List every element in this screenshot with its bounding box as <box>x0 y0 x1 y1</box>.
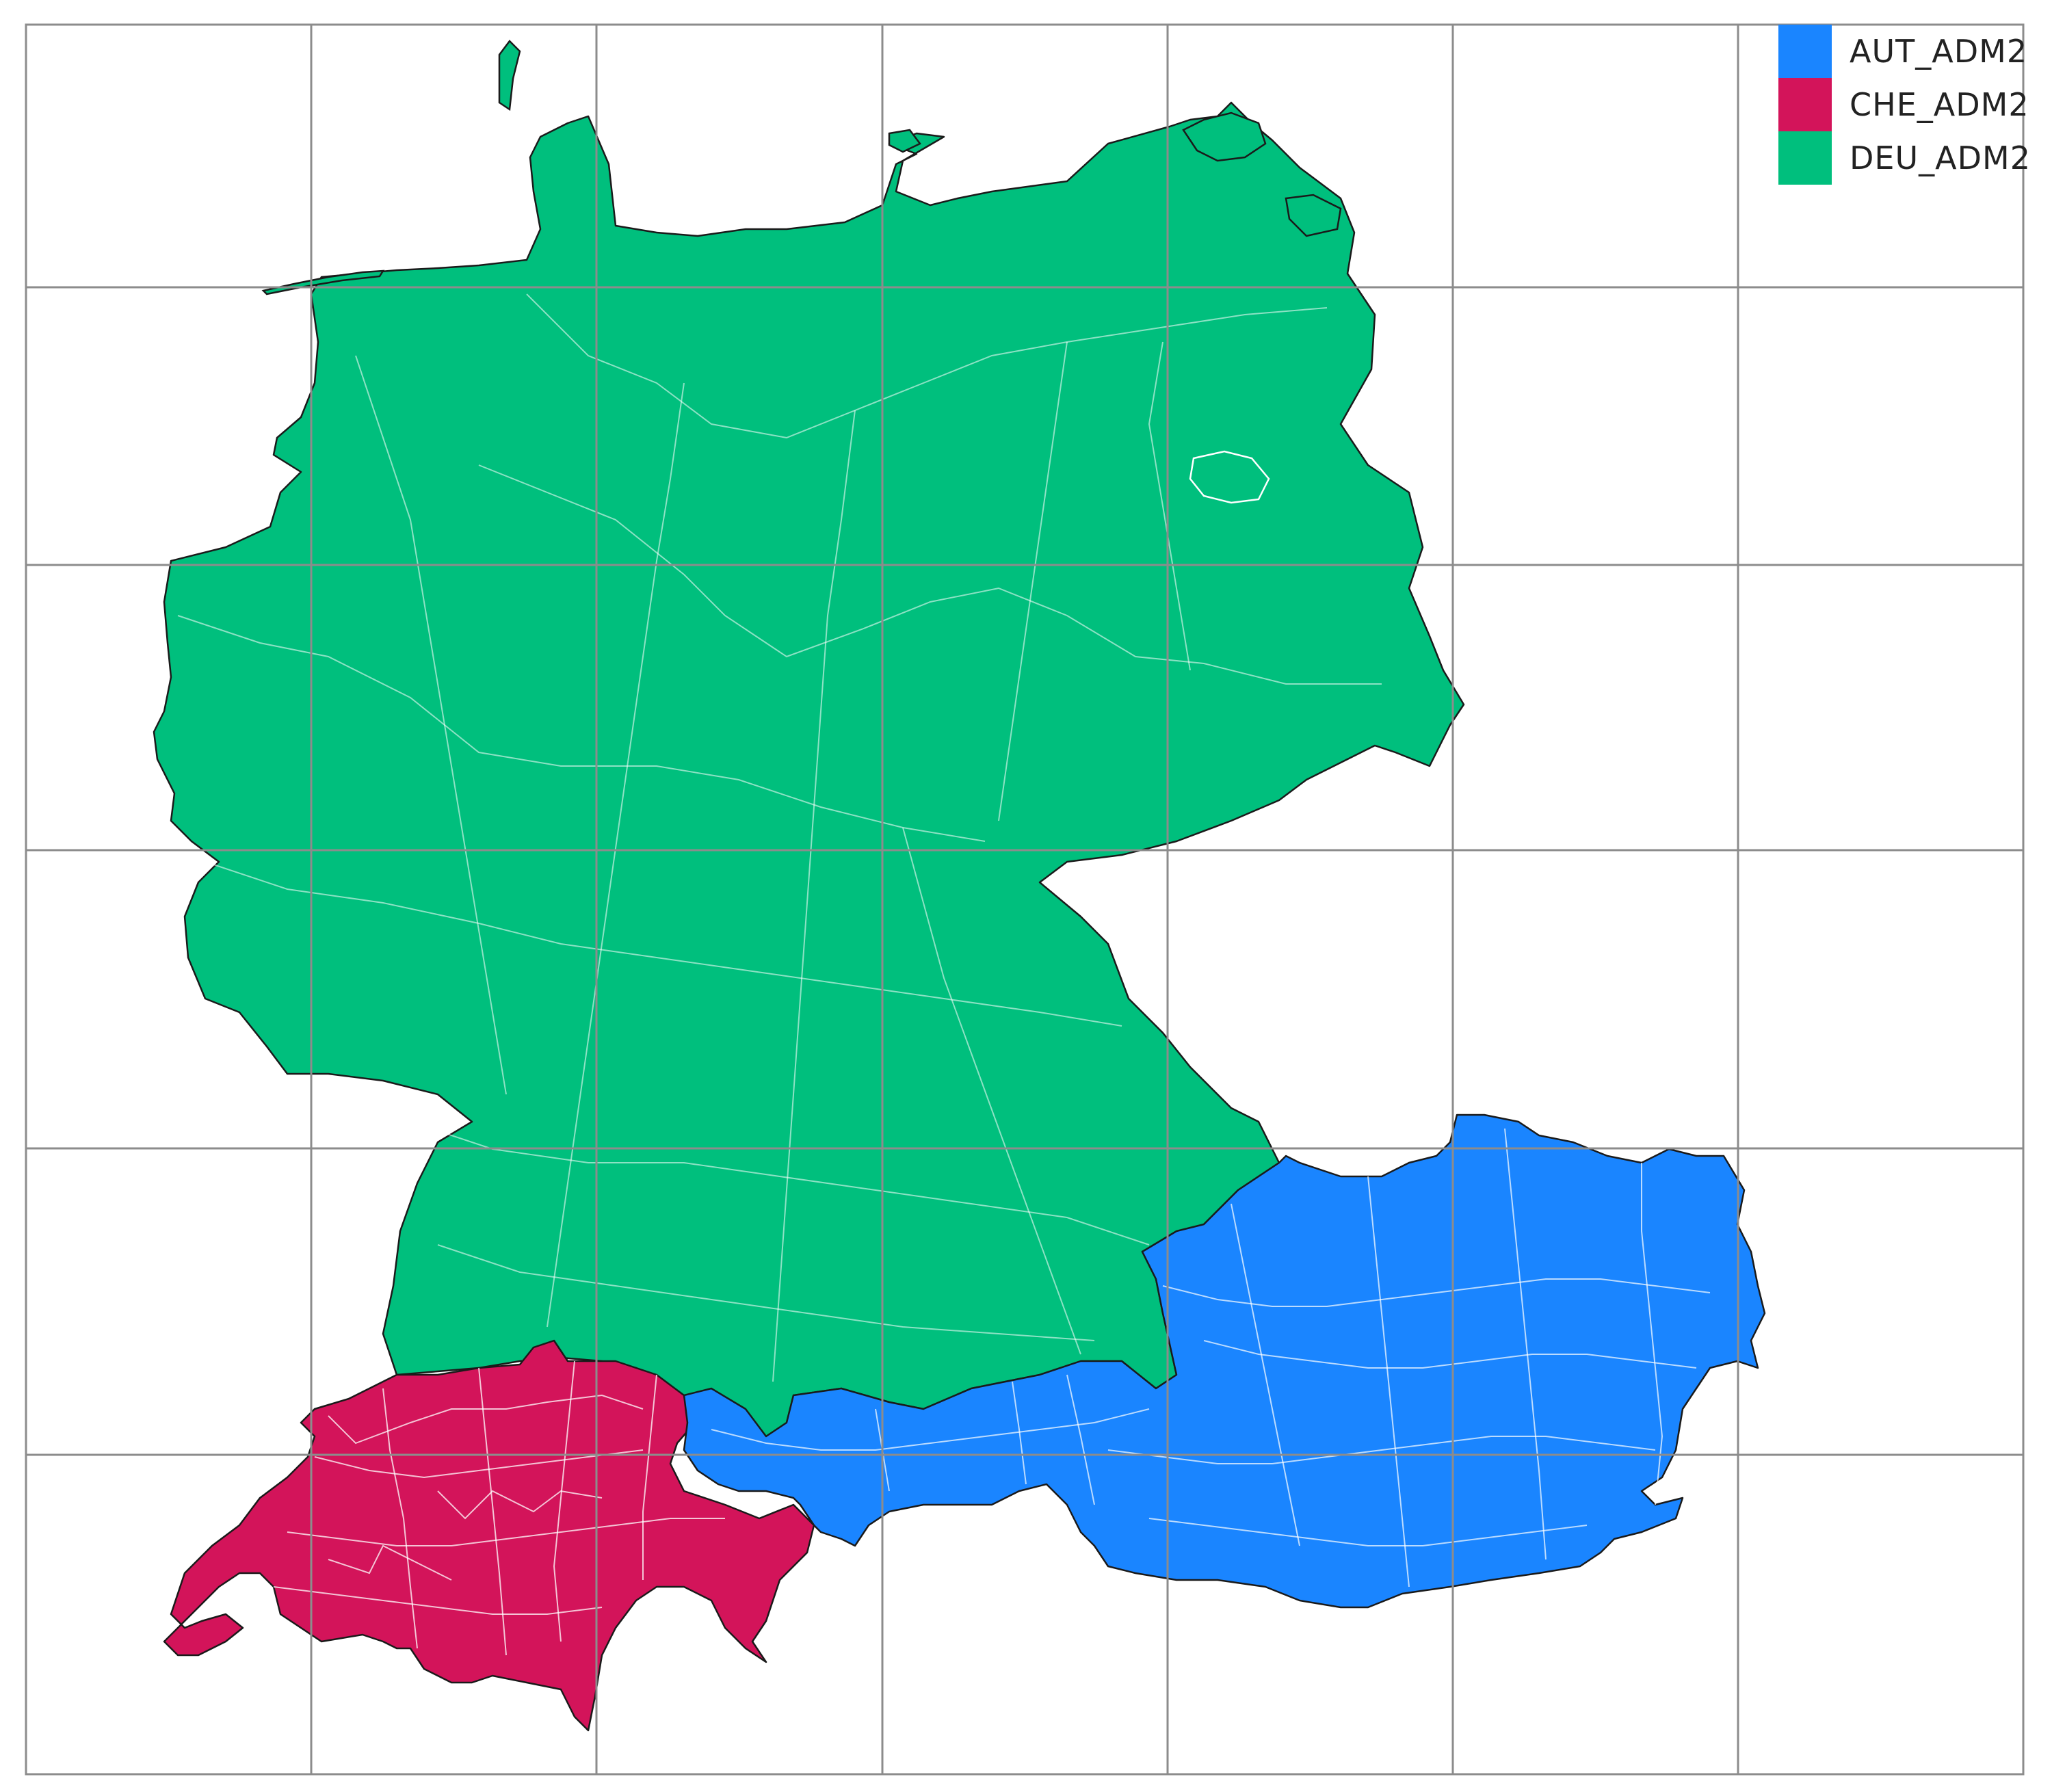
region-switzerland[interactable] <box>163 1339 815 1732</box>
deu-internal-borders <box>177 293 1382 1382</box>
legend-swatch-che <box>1778 78 1832 131</box>
region-germany-rugen[interactable] <box>1182 111 1267 162</box>
legend-label-che: CHE_ADM2 <box>1850 86 2029 123</box>
che-internal-borders <box>273 1360 725 1656</box>
legend-item-aut[interactable]: AUT_ADM2 <box>1778 25 2031 78</box>
berlin-enclave-outline[interactable] <box>1189 450 1270 504</box>
map-grid <box>25 23 2025 1776</box>
region-austria[interactable] <box>683 1114 1766 1609</box>
region-germany-north-frisian-islands[interactable] <box>498 40 521 111</box>
region-germany-fehmarn[interactable] <box>888 129 921 153</box>
layer-deu-adm2 <box>153 40 1465 1445</box>
legend-label-deu: DEU_ADM2 <box>1850 140 2031 176</box>
aut-internal-borders <box>711 1128 1711 1587</box>
legend: AUT_ADM2 CHE_ADM2 DEU_ADM2 <box>1778 25 2031 185</box>
legend-item-deu[interactable]: DEU_ADM2 <box>1778 131 2031 185</box>
legend-item-che[interactable]: CHE_ADM2 <box>1778 78 2031 131</box>
legend-swatch-aut <box>1778 25 1832 78</box>
layer-aut-adm2 <box>683 1114 1766 1609</box>
legend-swatch-deu <box>1778 131 1832 185</box>
region-germany-usedom[interactable] <box>1285 194 1342 237</box>
layer-che-adm2 <box>163 1339 815 1732</box>
legend-label-aut: AUT_ADM2 <box>1850 33 2028 70</box>
